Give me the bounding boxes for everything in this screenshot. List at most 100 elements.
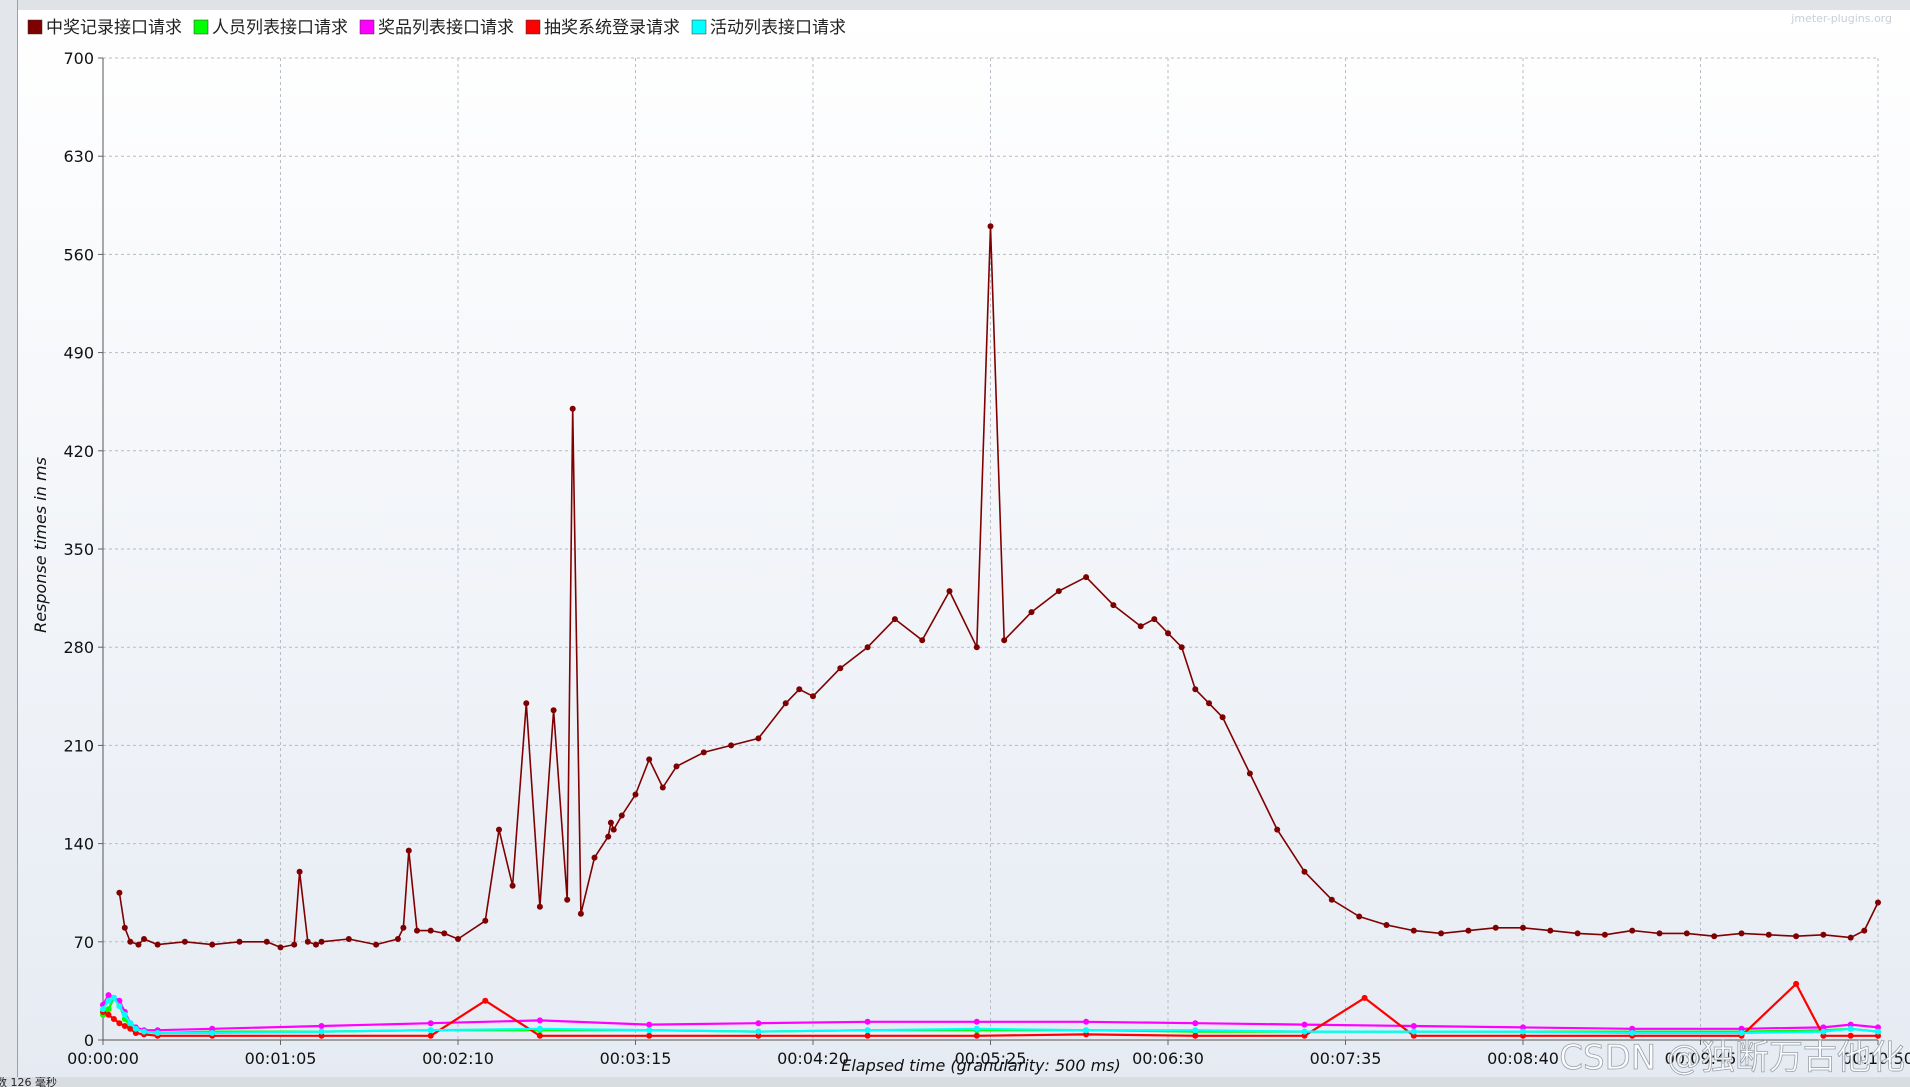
data-point [100,1006,106,1013]
data-point [1219,714,1226,721]
data-point [121,1011,128,1018]
data-point [427,1032,434,1039]
data-point [209,941,216,948]
data-point [455,936,461,942]
series-line [118,225,1879,949]
legend-item: 活动列表接口请求 [691,18,846,38]
watermark-jmeter-plugins: jmeter-plugins.org [1790,12,1892,25]
data-point [728,742,735,749]
data-point [618,812,625,819]
data-point [141,936,147,942]
data-point [1361,994,1368,1001]
data-point [564,896,571,903]
x-tick-label: 00:03:15 [600,1049,672,1068]
y-axis-label: Response times in ms [31,457,50,633]
data-point [427,927,434,934]
legend-item: 人员列表接口请求 [193,18,348,38]
data-point [605,833,612,840]
data-point [1520,1024,1526,1031]
data-point [400,924,407,931]
legend-swatch [525,19,541,35]
data-point [1356,913,1363,920]
data-point [1738,1030,1745,1036]
chart-axes: 0 70 140 210 280 350 420 490 560 630 700 00:00:00 00… [63,49,1910,1068]
data-point [105,1011,112,1018]
data-point [755,735,762,742]
data-point [296,868,303,875]
data-point [1847,1032,1854,1039]
data-point [864,1018,871,1025]
data-point [755,1028,762,1035]
data-point [110,994,117,1001]
data-point [610,826,617,833]
legend-item: 中奖记录接口请求 [27,18,182,38]
data-point [577,910,584,917]
data-point [659,784,666,791]
data-point [132,1030,139,1036]
data-point [414,927,420,934]
y-tick-label: 700 [63,49,94,68]
data-point [427,1020,434,1027]
data-point [1410,927,1417,934]
y-tick-label: 70 [74,933,94,952]
data-point [973,644,980,651]
data-point [973,1032,980,1039]
x-tick-label: 00:07:35 [1310,1049,1382,1068]
data-point [987,223,994,230]
data-point [1410,1032,1417,1039]
data-point [1738,930,1745,937]
data-point [1875,1032,1881,1039]
data-point [1793,980,1800,987]
data-point [121,924,128,931]
data-point [1601,931,1608,938]
x-tick-label: 00:05:25 [955,1049,1027,1068]
data-point [550,707,557,714]
data-point [236,938,243,945]
y-tick-label: 210 [63,736,94,755]
data-point [304,938,311,945]
data-point [973,1025,980,1032]
data-point [209,1025,216,1032]
data-point [105,997,112,1004]
data-point [973,1018,980,1025]
data-point [154,941,161,948]
data-point [646,756,653,763]
data-point [496,826,502,833]
data-point [127,1025,134,1032]
data-point [105,992,112,999]
x-tick-label: 00:09:45 [1665,1049,1737,1068]
data-point [591,854,598,861]
data-point [946,588,953,595]
series-5 [100,994,1881,1036]
y-tick-label: 630 [63,147,94,166]
data-point [700,749,707,756]
data-point [569,405,576,412]
watermark-csdn: CSDN @独断万古他化 [1559,1038,1905,1077]
data-point [1083,1031,1090,1038]
y-tick-label: 0 [84,1031,94,1050]
data-point [291,941,298,948]
legend-swatch [359,19,375,35]
data-point [105,1006,112,1013]
data-point [154,1030,161,1036]
x-tick-label: 00:06:30 [1132,1049,1204,1068]
data-point [755,1020,762,1027]
data-point [796,686,803,693]
data-point [864,1027,871,1034]
data-point [523,700,530,707]
response-times-chart: 中奖记录接口请求 人员列表接口请求 奖品列表接口请求 抽奖系统登录请求 活动列表接口请求… [27,12,1910,1077]
data-point [209,1030,216,1036]
data-point [1711,933,1718,940]
series-1 [116,223,1881,951]
data-point [1192,1020,1199,1027]
data-point [1683,930,1690,937]
data-point [1820,1024,1827,1031]
data-point [405,847,412,854]
data-point [1274,826,1281,833]
data-point [1875,1028,1881,1035]
data-point [509,882,516,889]
data-point [536,903,543,910]
data-point [1178,644,1185,651]
x-tick-label: 00:04:20 [777,1049,849,1068]
data-point [1301,1032,1308,1039]
